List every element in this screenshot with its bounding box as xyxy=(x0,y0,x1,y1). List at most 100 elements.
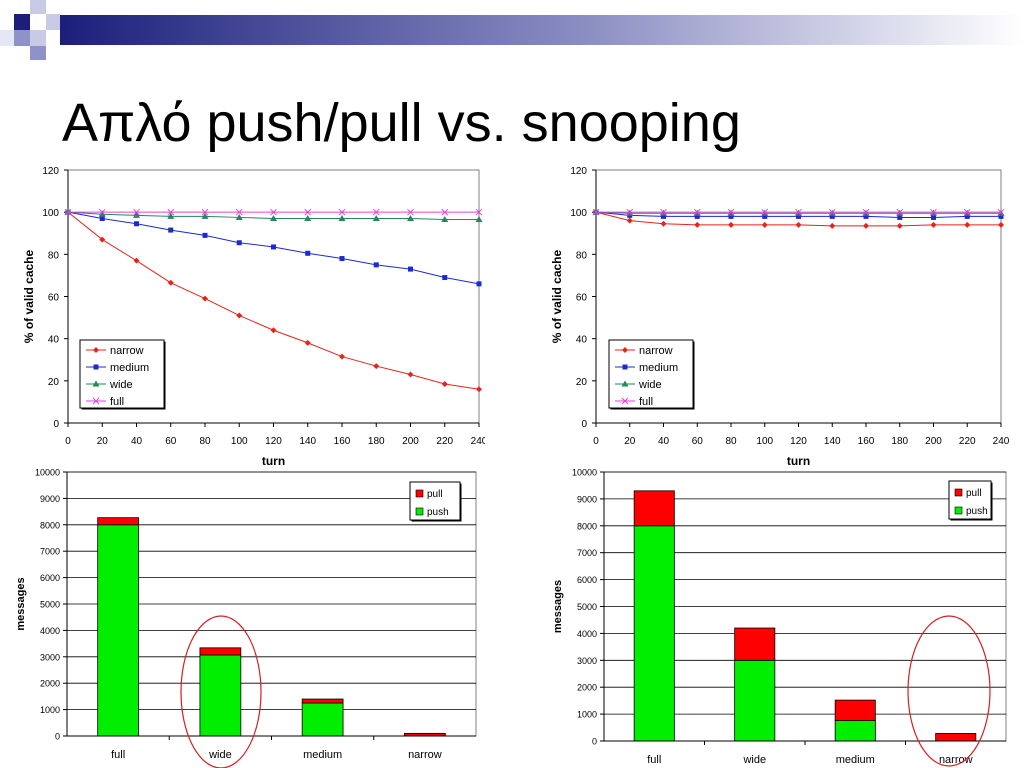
data-point-medium xyxy=(134,221,139,227)
bar-wide xyxy=(734,627,776,742)
data-point-medium xyxy=(476,281,482,287)
x-tick-label: 60 xyxy=(165,436,177,447)
legend-box xyxy=(948,480,992,520)
page-title: Απλό push/pull vs. snooping xyxy=(62,93,741,153)
data-point-medium xyxy=(661,213,666,219)
y-tick-label: 10000 xyxy=(572,468,597,478)
data-point-narrow xyxy=(964,221,971,228)
x-tick-label: 40 xyxy=(131,436,143,447)
data-point-narrow xyxy=(476,386,482,393)
legend-label-full: full xyxy=(110,396,124,408)
data-point-narrow xyxy=(930,221,937,228)
bar-narrow xyxy=(935,733,977,742)
x-tick-label: 200 xyxy=(402,436,419,447)
data-point-wide xyxy=(372,214,380,221)
legend-marker-medium xyxy=(93,364,99,370)
y-tick-label: 6000 xyxy=(40,573,60,583)
y-tick-label: 60 xyxy=(576,293,588,304)
data-point-full xyxy=(727,208,735,216)
y-tick-label: 8000 xyxy=(40,520,60,530)
data-point-wide xyxy=(235,213,243,220)
y-tick-label: 120 xyxy=(42,166,59,177)
x-tick-label: 240 xyxy=(471,436,485,447)
legend-marker-narrow xyxy=(93,347,99,353)
data-point-narrow xyxy=(694,221,701,228)
y-tick-label: 5000 xyxy=(40,600,60,610)
y-tick-label: 20 xyxy=(48,377,60,388)
data-point-medium xyxy=(236,240,242,246)
x-tick-label: narrow xyxy=(408,749,442,761)
bar-chart-right: 0 1000 2000 3000 4000 5000 6000 7000 8000 9000 100… xyxy=(552,468,1007,767)
bar-segment-pull xyxy=(834,699,876,721)
y-tick-label: 2000 xyxy=(577,683,597,693)
legend-label-medium: medium xyxy=(110,362,149,374)
x-tick-label: full xyxy=(111,749,125,761)
data-point-medium xyxy=(762,213,768,219)
legend-swatch-pull xyxy=(954,488,963,497)
data-point-wide xyxy=(270,214,277,221)
data-point-medium xyxy=(728,213,734,219)
y-tick-label: 3000 xyxy=(577,656,597,666)
legend-label-narrow: narrow xyxy=(639,345,673,357)
legend-box xyxy=(608,339,694,409)
slide-decoration xyxy=(0,0,1024,60)
data-point-full xyxy=(475,208,483,216)
data-point-narrow xyxy=(99,236,106,243)
data-point-medium xyxy=(168,227,174,233)
data-point-wide xyxy=(304,214,312,221)
legend-box xyxy=(79,339,165,409)
data-point-narrow xyxy=(270,327,277,334)
data-point-full xyxy=(167,208,175,216)
data-point-medium xyxy=(339,256,345,262)
legend-marker-full xyxy=(621,397,629,405)
bar-segment-pull xyxy=(633,490,675,527)
y-tick-label: 40 xyxy=(48,335,60,346)
data-point-wide xyxy=(201,212,209,219)
y-tick-label: 60 xyxy=(48,293,60,304)
bar-segment-pull xyxy=(301,698,344,704)
data-point-narrow xyxy=(133,257,140,264)
line-chart-right: 0 20 40 60 80 100 120 0 20 40 60 80 100 120 140 160 180 2… xyxy=(550,166,1010,468)
legend-marker-full xyxy=(92,397,100,405)
legend-label-wide: wide xyxy=(109,379,133,391)
legend-label-wide: wide xyxy=(638,379,662,391)
x-axis-label: turn xyxy=(262,454,285,468)
y-tick-label: 120 xyxy=(570,166,587,177)
data-point-medium xyxy=(694,213,700,219)
x-tick-label: wide xyxy=(208,749,232,761)
legend-label-medium: medium xyxy=(639,362,678,374)
x-tick-label: 120 xyxy=(790,436,807,447)
data-point-narrow xyxy=(761,221,768,228)
x-tick-label: 100 xyxy=(231,436,248,447)
series-wide xyxy=(64,208,483,223)
x-tick-label: 100 xyxy=(756,436,773,447)
legend-marker-medium xyxy=(622,364,628,370)
x-tick-label: medium xyxy=(836,754,875,766)
y-axis-label: messages xyxy=(552,580,564,633)
data-point-full xyxy=(304,208,312,216)
data-point-full xyxy=(235,208,243,216)
x-tick-label: 0 xyxy=(65,436,71,447)
data-point-medium xyxy=(964,213,970,219)
bar-segment-push xyxy=(734,659,776,742)
bar-segment-pull xyxy=(935,733,977,742)
series-full xyxy=(64,208,483,216)
y-tick-label: 7000 xyxy=(577,548,597,558)
y-tick-label: 100 xyxy=(42,208,59,219)
x-tick-label: 60 xyxy=(692,436,704,447)
highlight-ellipse-narrow xyxy=(907,615,991,767)
y-tick-label: 2000 xyxy=(40,679,60,689)
bar-full xyxy=(97,517,139,737)
y-tick-label: 3000 xyxy=(40,652,60,662)
legend-label-push: push xyxy=(427,507,449,518)
data-point-narrow xyxy=(339,353,345,360)
x-tick-label: 160 xyxy=(858,436,875,447)
line-chart-left: 0 20 40 60 80 100 120 0 20 40 60 80 100 120 140 160 180 2… xyxy=(22,166,485,468)
bar-segment-push xyxy=(97,524,139,737)
data-point-wide xyxy=(407,214,414,221)
data-point-narrow xyxy=(202,295,208,302)
series-narrow xyxy=(593,209,1004,229)
y-tick-label: 20 xyxy=(576,377,588,388)
data-point-medium xyxy=(99,215,105,221)
x-tick-label: 40 xyxy=(658,436,670,447)
